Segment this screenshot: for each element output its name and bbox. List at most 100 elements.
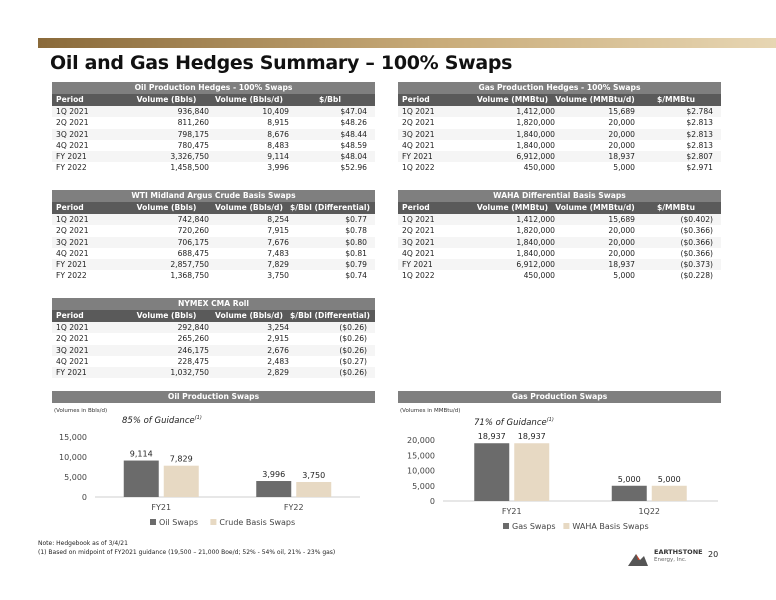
table-cell: 1,840,000 — [516, 248, 555, 258]
bar — [296, 482, 332, 497]
table-row: 1Q 2022 450,000 5,000 $2.971 — [398, 162, 721, 173]
legend-entry: Oil Swaps — [159, 518, 198, 527]
table-cell: FY 2021 — [56, 260, 87, 270]
table-cell: FY 2021 — [56, 152, 87, 162]
table-cell: ($0.366) — [680, 237, 714, 247]
table-cell: 2Q 2021 — [56, 334, 89, 344]
table-cell: 6,912,000 — [516, 152, 555, 162]
table-row: 4Q 2021 1,840,000 20,000 ($0.366) — [398, 248, 721, 259]
table-cell: ($0.26) — [339, 368, 367, 378]
page-title: Oil and Gas Hedges Summary – 100% Swaps — [50, 52, 513, 74]
column-header: Volume (Bbls/d) — [215, 203, 283, 212]
column-header: Period — [402, 95, 430, 104]
bar — [474, 443, 510, 501]
table-cell: 292,840 — [177, 323, 209, 332]
y-tick-label: 0 — [430, 497, 435, 506]
table-cell: 1Q 2022 — [402, 271, 435, 281]
table-row: 2Q 2021 1,820,000 20,000 $2.813 — [398, 117, 721, 128]
y-tick-label: 10,000 — [407, 467, 435, 476]
table-cell: $2.807 — [686, 152, 713, 162]
table-cell: 2Q 2021 — [56, 226, 89, 236]
table-cell: 780,475 — [177, 140, 209, 150]
table-cell: 2,829 — [267, 368, 289, 378]
y-tick-label: 5,000 — [64, 473, 87, 482]
bar — [123, 460, 159, 497]
data-label: 9,114 — [130, 450, 153, 459]
data-label: 3,750 — [302, 471, 325, 480]
column-header: $/MMBtu — [657, 95, 695, 104]
table-row: 3Q 2021 1,840,000 20,000 ($0.366) — [398, 236, 721, 248]
column-header: Volume (MMBtu) — [476, 95, 549, 104]
table-cell: ($0.366) — [680, 248, 714, 258]
table-cell: 20,000 — [608, 248, 635, 258]
table-cell: ($0.373) — [680, 260, 714, 270]
table-cell: 1Q 2021 — [56, 215, 89, 224]
table-cell: 8,483 — [267, 140, 289, 150]
x-tick-label: 1Q22 — [638, 507, 660, 516]
column-header: Volume (MMBtu/d) — [555, 95, 635, 104]
table-cell: 15,689 — [608, 215, 635, 224]
y-tick-label: 5,000 — [412, 482, 435, 491]
table-cell: 20,000 — [608, 237, 635, 247]
table-cell: 1,412,000 — [516, 215, 555, 224]
table-cell: 20,000 — [608, 140, 635, 150]
table-row: 1Q 2021 936,840 10,409 $47.04 — [52, 106, 375, 118]
bar — [256, 481, 292, 497]
column-header: Volume (Bbls) — [136, 95, 197, 104]
oil-chart-caption: Oil Production Swaps — [52, 391, 375, 403]
table-cell: $0.74 — [345, 271, 367, 281]
table-header: Period Volume (Bbls) Volume (Bbls/d) $/Bbl … — [52, 202, 375, 214]
table-cell: 10,409 — [262, 107, 289, 116]
table-row: 1Q 2021 1,412,000 15,689 $2.784 — [398, 106, 721, 118]
table-row: 2Q 2021 720,260 7,915 $0.78 — [52, 225, 375, 236]
table-caption: NYMEX CMA Roll — [52, 298, 375, 310]
table-cell: 4Q 2021 — [56, 356, 89, 366]
table-row: 4Q 2021 780,475 8,483 $48.59 — [52, 140, 375, 151]
table-cell: 18,937 — [608, 152, 635, 162]
table-cell: 936,840 — [177, 107, 209, 116]
table-cell: 9,114 — [267, 152, 289, 162]
column-header: $/Bbl — [319, 95, 341, 104]
table-row: 1Q 2021 742,840 8,254 $0.77 — [52, 214, 375, 226]
x-tick-label: FY21 — [151, 503, 171, 512]
table-cell: 1,032,750 — [170, 368, 209, 378]
table-cell: FY 2021 — [402, 260, 433, 270]
data-label: 18,937 — [478, 432, 506, 441]
table-row: FY 2021 2,857,750 7,829 $0.79 — [52, 259, 375, 271]
table-cell: $0.81 — [345, 248, 367, 258]
column-header: Volume (Bbls/d) — [215, 311, 283, 320]
table-cell: 720,260 — [177, 226, 209, 236]
nymex-roll-table: NYMEX CMA Roll Period Volume (Bbls) Volume … — [52, 298, 375, 379]
table-cell: ($0.26) — [339, 345, 367, 355]
table-cell: ($0.26) — [339, 334, 367, 344]
table-cell: 18,937 — [608, 260, 635, 270]
table-cell: 20,000 — [608, 129, 635, 139]
data-label: 3,996 — [262, 470, 285, 479]
table-cell: 2Q 2021 — [402, 118, 435, 128]
table-row: FY 2021 3,326,750 9,114 $48.04 — [52, 151, 375, 163]
table-cell: FY 2022 — [56, 271, 87, 281]
legend-swatch — [503, 523, 509, 529]
table-cell: 3Q 2021 — [402, 237, 435, 247]
logo-name: EARTHSTONE — [654, 548, 703, 556]
table-cell: 4Q 2021 — [56, 140, 89, 150]
table-cell: 1,840,000 — [516, 237, 555, 247]
table-cell: $48.44 — [340, 129, 367, 139]
table-cell: 5,000 — [613, 163, 635, 173]
table-cell: $2.813 — [686, 140, 713, 150]
data-label: 5,000 — [618, 475, 641, 484]
table-cell: $48.04 — [340, 152, 367, 162]
column-header: Period — [56, 95, 84, 104]
table-cell: 2,676 — [267, 345, 289, 355]
table-header: Period Volume (Bbls) Volume (Bbls/d) $/Bbl — [52, 94, 375, 106]
logo-subtitle: Energy, Inc. — [654, 557, 687, 563]
column-header: Period — [56, 203, 84, 212]
table-cell: 1,840,000 — [516, 140, 555, 150]
footnote-1: (1) Based on midpoint of FY2021 guidance… — [38, 549, 336, 556]
y-tick-label: 15,000 — [59, 433, 87, 442]
table-cell: 7,676 — [267, 237, 289, 247]
x-tick-label: FY22 — [284, 503, 304, 512]
gas-chart-caption: Gas Production Swaps — [398, 391, 721, 403]
table-row: 1Q 2022 450,000 5,000 ($0.228) — [398, 270, 721, 281]
table-cell: 2Q 2021 — [56, 118, 89, 128]
